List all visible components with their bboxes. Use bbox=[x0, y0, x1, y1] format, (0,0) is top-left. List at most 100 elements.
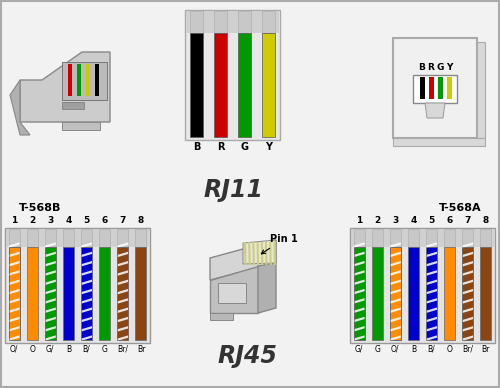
Polygon shape bbox=[462, 345, 473, 350]
Bar bbox=[426, 229, 437, 247]
Bar bbox=[438, 77, 443, 99]
Text: T-568B: T-568B bbox=[19, 203, 61, 213]
Bar bbox=[190, 11, 203, 33]
Text: 4: 4 bbox=[65, 216, 71, 225]
Bar bbox=[63, 247, 74, 340]
Polygon shape bbox=[118, 345, 128, 350]
Polygon shape bbox=[354, 326, 364, 332]
Polygon shape bbox=[462, 252, 473, 257]
Polygon shape bbox=[118, 335, 128, 341]
Polygon shape bbox=[354, 335, 364, 341]
Bar bbox=[81, 247, 92, 340]
Polygon shape bbox=[354, 317, 364, 322]
Polygon shape bbox=[81, 298, 92, 304]
Text: 3: 3 bbox=[392, 216, 398, 225]
Bar bbox=[77, 64, 81, 96]
Polygon shape bbox=[10, 80, 30, 135]
Polygon shape bbox=[81, 289, 92, 294]
Polygon shape bbox=[462, 298, 473, 304]
Bar bbox=[408, 229, 419, 247]
Bar bbox=[95, 64, 99, 96]
Text: Br: Br bbox=[482, 345, 490, 354]
Bar bbox=[190, 33, 203, 137]
Polygon shape bbox=[118, 298, 128, 304]
Polygon shape bbox=[8, 242, 20, 248]
Polygon shape bbox=[390, 252, 401, 257]
Bar bbox=[480, 229, 492, 247]
Polygon shape bbox=[45, 242, 56, 248]
Bar bbox=[390, 247, 401, 340]
Bar bbox=[62, 62, 107, 100]
Polygon shape bbox=[462, 289, 473, 294]
Polygon shape bbox=[8, 289, 20, 294]
Bar bbox=[462, 229, 473, 247]
Bar bbox=[26, 229, 38, 247]
Polygon shape bbox=[426, 270, 437, 276]
Polygon shape bbox=[45, 326, 56, 332]
Polygon shape bbox=[81, 252, 92, 257]
Bar bbox=[185, 10, 280, 140]
Text: G/: G/ bbox=[355, 345, 364, 354]
Polygon shape bbox=[390, 261, 401, 267]
Polygon shape bbox=[8, 252, 20, 257]
Polygon shape bbox=[462, 335, 473, 341]
Polygon shape bbox=[118, 289, 128, 294]
Bar bbox=[262, 33, 274, 137]
Bar bbox=[354, 229, 364, 247]
Bar bbox=[136, 229, 146, 247]
Polygon shape bbox=[210, 313, 233, 320]
Text: Y: Y bbox=[446, 63, 452, 72]
Polygon shape bbox=[354, 345, 364, 350]
Text: 5: 5 bbox=[84, 216, 89, 225]
Text: 2: 2 bbox=[374, 216, 380, 225]
Polygon shape bbox=[425, 103, 445, 118]
Polygon shape bbox=[45, 307, 56, 313]
Text: RJ45: RJ45 bbox=[218, 344, 278, 368]
Polygon shape bbox=[81, 335, 92, 341]
Text: Y: Y bbox=[264, 142, 272, 152]
Polygon shape bbox=[8, 298, 20, 304]
Polygon shape bbox=[426, 242, 437, 248]
Bar bbox=[8, 229, 20, 247]
Polygon shape bbox=[8, 270, 20, 276]
Bar bbox=[393, 138, 485, 146]
Polygon shape bbox=[354, 279, 364, 285]
Bar bbox=[420, 77, 425, 99]
Text: G/: G/ bbox=[46, 345, 54, 354]
Bar bbox=[68, 64, 72, 96]
Polygon shape bbox=[426, 279, 437, 285]
Bar bbox=[426, 247, 437, 340]
Polygon shape bbox=[8, 335, 20, 341]
Polygon shape bbox=[462, 242, 473, 248]
Text: Br/: Br/ bbox=[118, 345, 128, 354]
Polygon shape bbox=[8, 307, 20, 313]
Bar bbox=[26, 247, 38, 340]
Polygon shape bbox=[81, 270, 92, 276]
Bar bbox=[480, 247, 492, 340]
Bar bbox=[262, 11, 274, 33]
Text: 1: 1 bbox=[356, 216, 362, 225]
Bar bbox=[118, 229, 128, 247]
Bar bbox=[462, 247, 473, 340]
Bar bbox=[45, 247, 56, 340]
Text: 6: 6 bbox=[446, 216, 453, 225]
Bar bbox=[81, 229, 92, 247]
Polygon shape bbox=[462, 326, 473, 332]
Polygon shape bbox=[354, 270, 364, 276]
Polygon shape bbox=[81, 345, 92, 350]
Text: O: O bbox=[447, 345, 452, 354]
Polygon shape bbox=[462, 279, 473, 285]
Bar bbox=[99, 247, 110, 340]
Polygon shape bbox=[390, 317, 401, 322]
Bar bbox=[8, 247, 20, 340]
Polygon shape bbox=[390, 335, 401, 341]
Polygon shape bbox=[390, 345, 401, 350]
Polygon shape bbox=[118, 307, 128, 313]
Text: B: B bbox=[411, 345, 416, 354]
Polygon shape bbox=[354, 307, 364, 313]
Bar bbox=[372, 247, 382, 340]
Polygon shape bbox=[118, 252, 128, 257]
Bar bbox=[6, 229, 149, 247]
Polygon shape bbox=[390, 270, 401, 276]
Text: G: G bbox=[102, 345, 108, 354]
